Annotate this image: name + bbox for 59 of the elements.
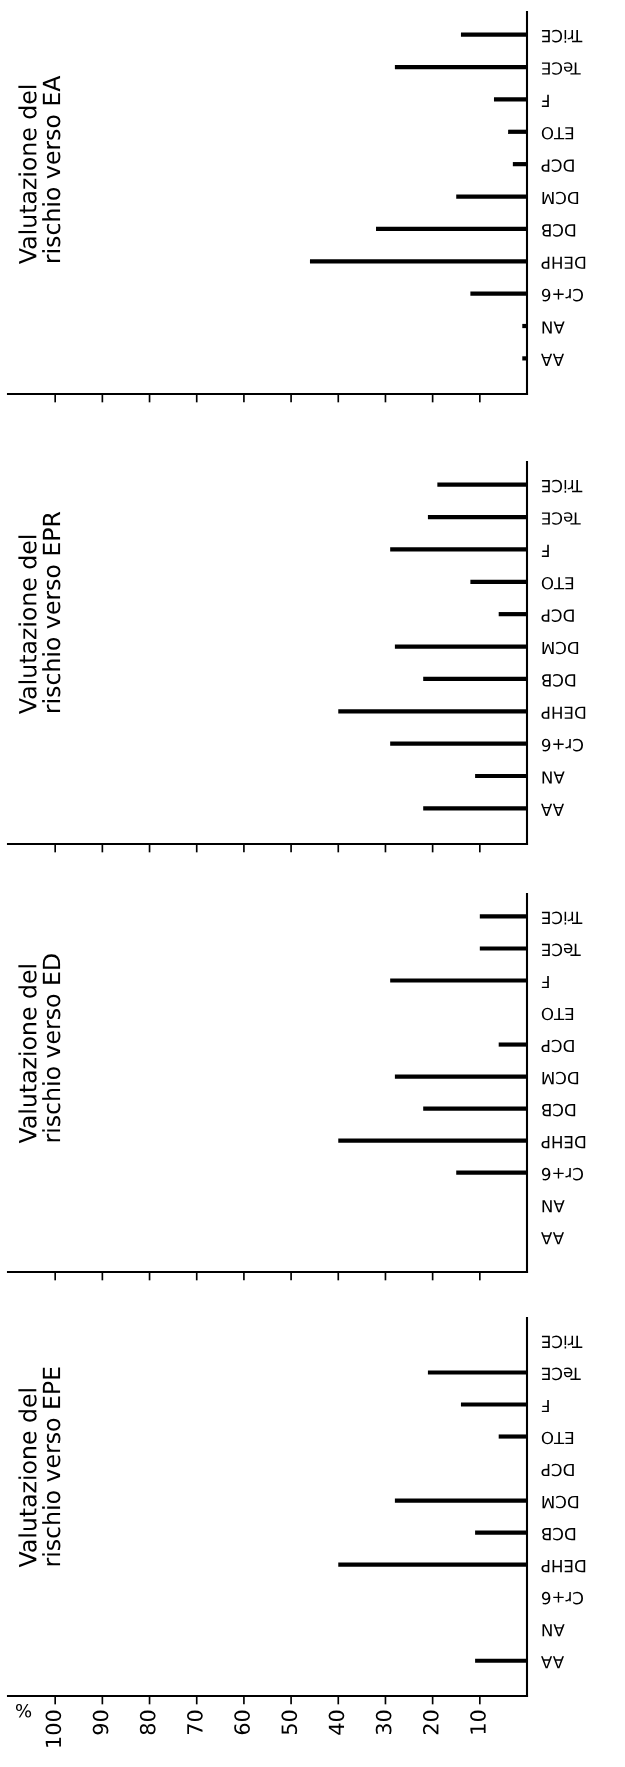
y-tick-label: DCM — [542, 1495, 579, 1509]
x-tick-label: 100 — [45, 1710, 62, 1747]
x-tick-label: 20 — [422, 1710, 439, 1735]
y-tick-label: AN — [542, 321, 565, 334]
y-tick-label: ETO — [541, 1007, 574, 1021]
y-tick-label: AA — [541, 803, 565, 816]
y-tick-label: AA — [541, 1232, 565, 1245]
y-tick-label: TeCE — [541, 943, 581, 957]
y-tick-label: TriCE — [541, 29, 583, 43]
y-tick-label: Cr+6 — [541, 738, 584, 752]
y-tick-label: DEHP — [541, 1560, 586, 1573]
y-tick-label: Cr+6 — [541, 288, 584, 302]
y-tick-label: DCB — [542, 1527, 576, 1541]
y-tick-label: AA — [541, 1656, 565, 1669]
y-tick-label: DEHP — [541, 1136, 586, 1149]
x-tick-label: 60 — [234, 1710, 250, 1735]
x-tick-label: 40 — [328, 1710, 345, 1735]
y-tick-label: DCP — [541, 1039, 574, 1053]
y-tick-label: DEHP — [541, 256, 586, 269]
x-tick-label: 10 — [470, 1710, 486, 1734]
y-tick-label: TeCE — [541, 512, 581, 525]
x-axis-title: % — [15, 1703, 32, 1718]
x-tick-label: 80 — [139, 1710, 156, 1735]
text: Valutazione del rischio verso EA — [18, 75, 61, 264]
y-tick-label: F — [541, 975, 549, 989]
y-tick-label: DCB — [542, 224, 576, 237]
y-tick-label: ETO — [541, 126, 574, 140]
y-tick-label: F — [541, 1399, 549, 1413]
y-tick-label: F — [541, 94, 549, 107]
y-tick-label: ETO — [541, 1431, 574, 1445]
x-tick-label: 50 — [281, 1710, 298, 1735]
y-tick-label: TriCE — [541, 479, 583, 493]
y-tick-label: Cr+6 — [541, 1591, 584, 1605]
y-tick-label: DCM — [542, 191, 579, 205]
y-tick-label: DCP — [541, 609, 574, 622]
y-tick-label: Cr+6 — [541, 1167, 584, 1181]
y-tick-label: DCP — [541, 159, 574, 172]
y-tick-label: DEHP — [541, 706, 586, 719]
y-tick-label: AA — [541, 353, 565, 366]
x-tick-label: 70 — [187, 1710, 203, 1734]
text: Valutazione del rischio verso EPR — [18, 511, 61, 714]
y-tick-label: TriCE — [541, 911, 583, 925]
y-tick-label: AN — [542, 1624, 565, 1637]
y-tick-label: TeCE — [541, 62, 581, 75]
y-tick-label: DCB — [542, 674, 576, 687]
y-tick-label: ETO — [541, 576, 574, 590]
y-tick-label: F — [541, 544, 549, 557]
x-tick-label: 30 — [375, 1710, 392, 1735]
text: Valutazione del rischio verso EPE — [18, 1367, 61, 1568]
y-tick-label: TriCE — [541, 1335, 583, 1349]
y-tick-label: AN — [542, 771, 565, 784]
y-tick-label: DCM — [542, 1071, 579, 1085]
y-tick-label: AN — [542, 1200, 565, 1213]
y-tick-label: TeCE — [541, 1367, 581, 1381]
y-tick-label: DCB — [542, 1103, 576, 1117]
y-tick-label: DCM — [542, 641, 579, 655]
text: Valutazione del rischio verso ED — [18, 954, 61, 1144]
x-tick-label: 90 — [92, 1710, 109, 1735]
y-tick-label: DCP — [541, 1463, 574, 1477]
